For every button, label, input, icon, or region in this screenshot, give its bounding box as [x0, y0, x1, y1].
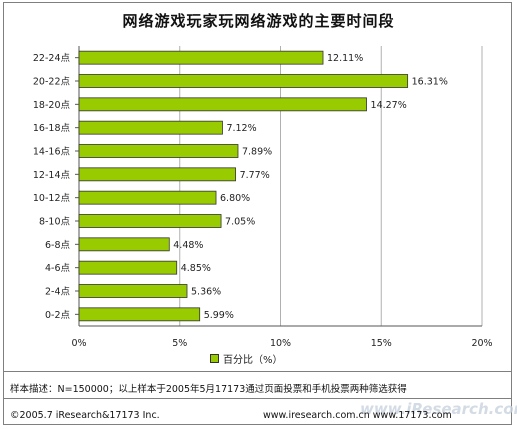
- category-label: 20-22点: [33, 77, 71, 88]
- chart-frame: [3, 2, 512, 425]
- chart-title: 网络游戏玩家玩网络游戏的主要时间段: [122, 12, 395, 30]
- website-text: www.iresearch.com.cn www.17173.com: [263, 410, 452, 421]
- bar: [78, 190, 217, 205]
- bar: [78, 214, 222, 228]
- sample-note: 样本描述：N=150000；以上样本于2005年5月17173通过页面投票和手机…: [10, 384, 407, 395]
- x-tick-label: 10%: [270, 338, 291, 349]
- category-label: 16-18点: [33, 123, 71, 134]
- category-label: 8-10点: [39, 217, 71, 228]
- category-label: 14-16点: [33, 147, 71, 158]
- x-tick-label: 5%: [172, 338, 187, 349]
- data-label: 16.31%: [412, 77, 448, 88]
- category-label: 10-12点: [33, 193, 71, 204]
- separator-line: [3, 371, 512, 372]
- bar: [78, 237, 170, 252]
- bar: [78, 260, 178, 275]
- legend: 百分比（%）: [210, 351, 283, 366]
- data-label: 12.11%: [327, 53, 363, 64]
- data-label: 7.12%: [226, 123, 256, 134]
- data-label: 14.27%: [371, 100, 407, 111]
- data-label: 4.85%: [181, 263, 211, 274]
- separator-line: [3, 398, 512, 399]
- data-label: 7.05%: [225, 217, 255, 228]
- bar: [78, 144, 239, 158]
- bar: [78, 167, 236, 182]
- bar: [78, 307, 201, 322]
- data-label: 6.80%: [220, 193, 250, 204]
- watermark-logo: www.iResearch.com: [360, 400, 517, 418]
- data-label: 5.99%: [204, 310, 234, 321]
- bar: [78, 284, 188, 298]
- category-label: 22-24点: [33, 53, 71, 64]
- legend-swatch: [210, 354, 219, 363]
- bar: [78, 120, 223, 135]
- bar: [78, 74, 409, 88]
- category-label: 2-4点: [45, 287, 71, 298]
- bar: [78, 97, 367, 112]
- category-label: 4-6点: [45, 263, 71, 274]
- legend-label: 百分比（%）: [223, 355, 283, 366]
- data-label: 7.77%: [240, 170, 270, 181]
- x-tick-label: 15%: [371, 338, 392, 349]
- x-tick-label: 0%: [71, 338, 86, 349]
- bar: [78, 50, 324, 65]
- copyright-text: ©2005.7 iResearch&17173 Inc.: [10, 410, 160, 421]
- data-label: 5.36%: [191, 287, 221, 298]
- x-tick-label: 20%: [471, 338, 492, 349]
- category-label: 0-2点: [45, 310, 71, 321]
- data-label: 4.48%: [173, 240, 203, 251]
- category-label: 12-14点: [33, 170, 71, 181]
- category-label: 18-20点: [33, 100, 71, 111]
- category-label: 6-8点: [45, 240, 71, 251]
- data-label: 7.89%: [242, 147, 272, 158]
